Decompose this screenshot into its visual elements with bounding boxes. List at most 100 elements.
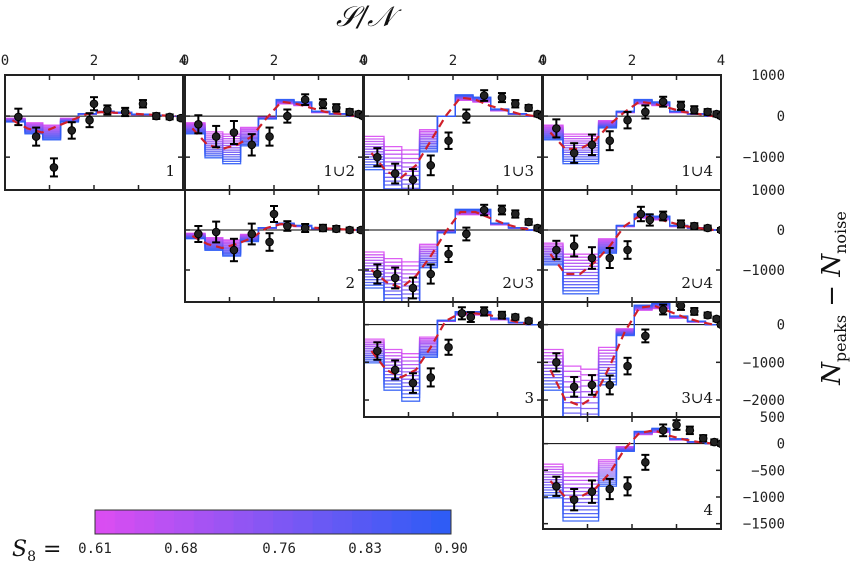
data-point <box>318 223 328 233</box>
colorbar-tick-label: 0.83 <box>348 541 382 557</box>
data-point <box>444 136 453 146</box>
data-point <box>676 302 686 311</box>
y-tick-label: −1500 <box>743 517 785 533</box>
data-point <box>247 140 257 150</box>
fiducial-curve <box>549 304 714 407</box>
data-point <box>479 205 489 215</box>
data-point <box>569 148 579 158</box>
fiducial-curve <box>11 110 176 134</box>
data-point <box>511 312 520 322</box>
data-point <box>318 99 328 109</box>
y-tick-label: 0 <box>777 318 785 334</box>
data-point <box>390 365 400 375</box>
data-point <box>552 124 561 133</box>
x-tick-label: 2 <box>628 53 636 69</box>
data-point <box>658 426 668 435</box>
data-point <box>408 175 418 185</box>
data-point <box>265 132 274 141</box>
model-curve <box>364 98 542 164</box>
data-point <box>497 205 507 215</box>
panel-label: 3 <box>524 389 534 407</box>
data-point <box>67 126 77 135</box>
data-point <box>479 307 489 316</box>
model-curve <box>364 211 542 283</box>
colorbar-step <box>332 510 353 534</box>
y-tick-label: 0 <box>777 109 785 125</box>
data-point <box>641 107 650 117</box>
data-point <box>165 112 174 122</box>
data-point <box>698 434 708 443</box>
model-curve <box>543 306 721 393</box>
data-point <box>390 169 400 178</box>
x-tick-label: 0 <box>181 53 189 69</box>
colorbar-label: S8 = <box>12 537 61 564</box>
colorbar-step <box>273 510 294 534</box>
colorbar-tick-label: 0.61 <box>78 541 112 557</box>
y-tick-label: −1000 <box>743 263 785 279</box>
fiducial-curve <box>549 100 714 150</box>
top-x-tick-labels: 0 2 40 2 40 2 40 2 4 <box>1 53 725 69</box>
panel-label: 3∪4 <box>681 389 713 407</box>
panel-label: 1∪3 <box>502 162 534 180</box>
data-point <box>672 420 681 430</box>
data-point <box>605 380 615 390</box>
data-point <box>152 111 161 121</box>
data-point <box>103 105 112 115</box>
model-curve <box>543 302 721 417</box>
y-tick-label: −1000 <box>743 355 785 371</box>
data-point <box>229 128 239 137</box>
data-point <box>49 163 59 172</box>
data-point <box>373 346 382 356</box>
colorbar-step <box>431 510 452 534</box>
data-point <box>641 458 650 467</box>
panel-plot-area <box>185 205 363 263</box>
colorbar-steps <box>94 509 452 535</box>
model-curve <box>364 98 542 168</box>
y-tick-label: −1000 <box>743 490 785 506</box>
colorbar-step <box>174 510 195 534</box>
colorbar-tick-labels: 0.61 0.68 0.76 0.83 0.90 <box>78 541 468 557</box>
data-point <box>457 309 467 318</box>
data-point <box>462 229 471 239</box>
fiducial-curve <box>549 214 714 276</box>
data-point <box>658 211 668 221</box>
colorbar-label-sub: 8 <box>27 549 36 564</box>
right-axis-title-mid: − N <box>817 253 847 315</box>
colorbar-step <box>352 510 373 534</box>
data-point <box>524 103 533 113</box>
panel-1∪4: 1∪4 <box>542 74 722 191</box>
panel-label: 1∪2 <box>323 162 355 180</box>
panel-1∪3: 1∪3 <box>363 74 543 191</box>
model-curve <box>543 427 721 522</box>
data-point <box>690 221 699 231</box>
x-tick-label: 4 <box>359 53 367 69</box>
data-point <box>426 161 436 170</box>
panel-label: 1∪4 <box>681 162 713 180</box>
data-point <box>300 95 310 104</box>
colorbar-step <box>312 510 333 534</box>
fiducial-curve <box>191 222 356 250</box>
data-point <box>497 310 507 320</box>
data-point <box>408 283 418 293</box>
data-point <box>479 91 489 100</box>
data-point <box>552 482 561 491</box>
model-curve <box>543 429 721 496</box>
data-point <box>658 305 668 314</box>
model-curve <box>543 307 721 370</box>
colorbar: S8 = 0.61 0.68 0.76 0.83 0.90 <box>12 509 468 564</box>
model-curve <box>364 212 542 279</box>
data-point <box>676 101 686 111</box>
data-point <box>511 209 520 219</box>
model-curve <box>543 307 721 382</box>
data-point <box>685 426 695 435</box>
data-point <box>444 342 453 352</box>
data-point <box>524 217 533 227</box>
colorbar-tick-label: 0.90 <box>434 541 468 557</box>
panel-label: 1 <box>165 162 175 180</box>
model-curve <box>543 429 721 500</box>
data-point <box>31 132 41 141</box>
model-curve <box>364 208 542 302</box>
y-tick-label: 500 <box>760 410 785 426</box>
model-curve <box>543 431 721 478</box>
